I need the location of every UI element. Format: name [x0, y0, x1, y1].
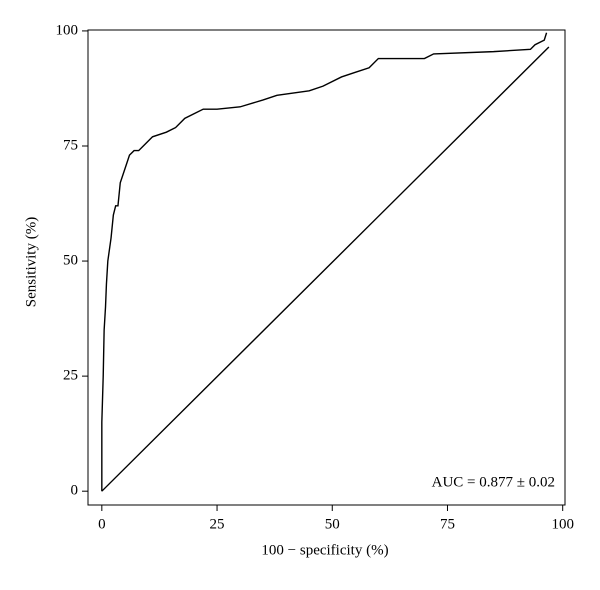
plot-frame	[87, 29, 566, 506]
x-tick-label: 100	[551, 516, 574, 532]
x-tick-label: 50	[325, 516, 340, 532]
x-tick-label: 25	[210, 516, 225, 532]
curve	[101, 46, 550, 492]
y-tick-label: 75	[63, 137, 78, 153]
y-tick-label: 0	[71, 483, 79, 499]
y-axis-label: Sensitivity (%)	[23, 217, 39, 307]
x-tick-label: 0	[98, 516, 106, 532]
y-tick-label: 50	[63, 252, 78, 268]
x-tick-label: 75	[440, 516, 455, 532]
curve	[101, 32, 548, 492]
annotation: AUC = 0.877 ± 0.02	[432, 474, 555, 490]
y-tick-label: 100	[56, 22, 79, 38]
x-axis-label: 100 − specificity (%)	[261, 542, 388, 558]
y-tick-label: 25	[63, 368, 78, 384]
